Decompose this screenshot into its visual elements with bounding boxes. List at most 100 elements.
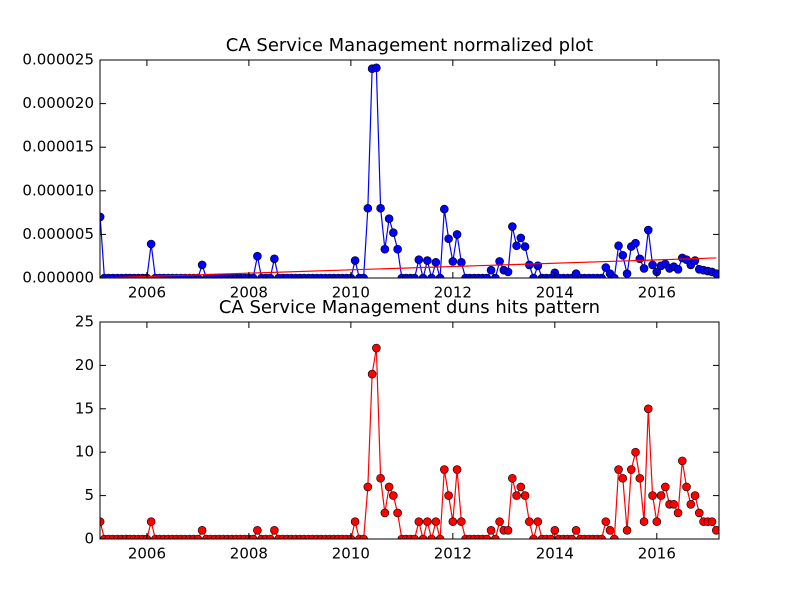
marker (690, 256, 700, 265)
axes-frame (99, 59, 720, 279)
marker (491, 534, 500, 539)
marker (508, 222, 517, 231)
marker (482, 534, 492, 539)
y-tick-label: 5 (84, 486, 94, 504)
marker (618, 473, 628, 483)
marker (567, 534, 577, 539)
marker (431, 517, 441, 526)
marker (610, 534, 619, 539)
marker (410, 534, 419, 539)
marker (673, 508, 683, 518)
marker (452, 230, 462, 239)
marker (410, 273, 419, 278)
x-tick-label: 2012 (434, 545, 472, 563)
marker (486, 526, 496, 535)
marker (622, 269, 632, 278)
marker (248, 534, 258, 539)
marker (682, 482, 691, 492)
marker (533, 261, 543, 271)
marker (253, 526, 262, 535)
marker (359, 273, 368, 278)
marker (673, 264, 683, 274)
marker (529, 534, 538, 539)
marker (423, 256, 432, 265)
y-tick-label: 25 (75, 313, 94, 331)
x-tick-label: 2010 (332, 284, 370, 302)
marker (618, 251, 628, 260)
marker (635, 473, 645, 483)
x-tick-label: 2008 (230, 284, 268, 302)
marker (363, 482, 373, 492)
marker (146, 239, 156, 249)
marker (486, 265, 496, 275)
marker (457, 258, 466, 267)
marker (516, 482, 526, 492)
marker (380, 244, 390, 254)
marker (495, 257, 504, 266)
marker (694, 508, 704, 518)
marker (525, 517, 534, 526)
marker (380, 508, 390, 518)
axes-frame (99, 321, 720, 540)
marker (622, 526, 632, 535)
marker (571, 526, 581, 535)
marker (491, 273, 500, 278)
marker (367, 369, 377, 379)
marker (482, 273, 492, 278)
marker (270, 254, 279, 264)
marker (457, 517, 466, 526)
marker (393, 508, 402, 518)
marker (270, 526, 279, 535)
marker (431, 258, 441, 267)
marker (597, 273, 606, 278)
marker (448, 517, 458, 526)
marker (350, 517, 360, 526)
marker (520, 242, 530, 251)
marker (448, 257, 458, 266)
marker (643, 225, 653, 235)
x-tick-label: 2016 (638, 545, 676, 563)
marker (529, 273, 538, 278)
chart-title: CA Service Management duns hits pattern (219, 297, 600, 318)
marker (546, 534, 555, 539)
marker (508, 473, 517, 483)
marker (686, 499, 696, 509)
marker (652, 517, 662, 526)
marker (389, 228, 398, 237)
marker (248, 273, 258, 278)
marker (512, 491, 521, 500)
marker (707, 517, 717, 526)
marker (690, 491, 700, 500)
x-tick-label: 2008 (230, 545, 268, 563)
marker (643, 404, 653, 414)
marker (359, 534, 368, 539)
marker (639, 264, 649, 273)
y-tick-label: 0.000015 (22, 138, 94, 156)
y-tick-label: 0 (84, 530, 94, 548)
plot-area (100, 63, 719, 278)
marker (512, 241, 521, 251)
marker (452, 465, 462, 474)
marker (525, 260, 534, 270)
marker (533, 517, 543, 526)
y-tick-label: 0.000025 (22, 51, 94, 69)
marker (146, 517, 156, 526)
marker (440, 204, 449, 214)
marker (414, 255, 424, 264)
marker (495, 517, 504, 526)
marker (444, 491, 453, 500)
marker (423, 517, 432, 526)
marker (601, 263, 611, 272)
y-tick-label: 15 (75, 399, 94, 417)
marker (444, 234, 453, 244)
marker (605, 526, 615, 535)
marker (265, 534, 275, 539)
marker (197, 526, 207, 535)
marker (661, 482, 670, 492)
marker (418, 273, 428, 278)
marker (389, 491, 398, 500)
x-tick-label: 2006 (128, 284, 166, 302)
marker (711, 526, 719, 535)
marker (418, 534, 428, 539)
